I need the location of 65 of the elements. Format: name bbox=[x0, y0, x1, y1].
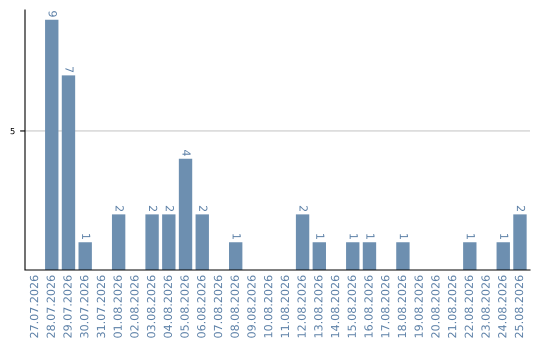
bar bbox=[145, 214, 159, 270]
x-tick-label: 07.08.2026 bbox=[214, 276, 222, 338]
bar bbox=[296, 214, 310, 270]
x-tick-label: 12.08.2026 bbox=[297, 276, 306, 338]
x-tick-label: 16.08.2026 bbox=[364, 276, 373, 338]
data-label: 2 bbox=[149, 206, 158, 212]
x-tick-label: 02.08.2026 bbox=[130, 276, 139, 338]
data-label: 1 bbox=[366, 234, 375, 239]
x-tick-label: 03.08.2026 bbox=[146, 276, 156, 338]
bar bbox=[362, 242, 376, 270]
bar bbox=[178, 158, 192, 270]
x-tick-label: 27.07.2026 bbox=[30, 276, 38, 338]
data-label: 1 bbox=[82, 234, 90, 239]
bar bbox=[196, 214, 209, 270]
bar bbox=[112, 214, 126, 270]
bar bbox=[162, 214, 176, 270]
x-tick-label: 09.08.2026 bbox=[247, 276, 256, 338]
bar bbox=[346, 242, 360, 270]
x-tick-label: 17.08.2026 bbox=[381, 276, 390, 338]
bar bbox=[45, 20, 58, 270]
x-tick-label: 28.07.2026 bbox=[46, 276, 55, 338]
x-tick-label: 10.08.2026 bbox=[264, 276, 272, 338]
data-label: 1 bbox=[500, 234, 508, 239]
x-tick-label: 21.08.2026 bbox=[448, 276, 456, 338]
x-tick-label: 29.07.2026 bbox=[63, 276, 72, 338]
bar bbox=[463, 242, 476, 270]
bar bbox=[396, 242, 410, 270]
x-tick-label: 23.08.2026 bbox=[481, 276, 490, 338]
data-label: 1 bbox=[400, 234, 408, 239]
y-tick-label: 5 bbox=[10, 128, 15, 134]
x-tick-label: 05.08.2026 bbox=[180, 276, 189, 338]
x-tick-label: 13.08.2026 bbox=[314, 276, 323, 338]
x-tick-label: 19.08.2026 bbox=[414, 276, 423, 338]
x-tick-label: 01.08.2026 bbox=[113, 276, 122, 338]
x-tick-label: 22.08.2026 bbox=[464, 276, 474, 338]
x-tick-label: 31.07.2026 bbox=[96, 276, 106, 338]
data-label: 7 bbox=[65, 66, 74, 72]
x-tick-label: 24.08.2026 bbox=[498, 276, 506, 338]
x-tick-label: 20.08.2026 bbox=[431, 276, 440, 338]
data-label: 2 bbox=[116, 206, 124, 212]
data-label: 9 bbox=[48, 11, 57, 17]
data-label: 2 bbox=[166, 206, 174, 212]
data-label: 1 bbox=[350, 234, 358, 239]
bar bbox=[229, 242, 242, 270]
data-label: 2 bbox=[199, 206, 208, 212]
data-label: 2 bbox=[300, 206, 308, 212]
x-tick-label: 11.08.2026 bbox=[280, 276, 290, 338]
bar bbox=[496, 242, 510, 270]
data-label: 1 bbox=[466, 234, 475, 239]
bar bbox=[78, 242, 92, 270]
x-tick-label: 04.08.2026 bbox=[164, 276, 172, 338]
data-label: 1 bbox=[316, 234, 324, 239]
data-label: 2 bbox=[516, 206, 526, 212]
bar bbox=[312, 242, 326, 270]
x-tick-label: 15.08.2026 bbox=[348, 276, 356, 338]
data-label: 1 bbox=[232, 234, 241, 239]
x-tick-label: 14.08.2026 bbox=[330, 276, 340, 338]
x-tick-label: 30.07.2026 bbox=[80, 276, 88, 338]
x-tick-label: 08.08.2026 bbox=[230, 276, 239, 338]
bar bbox=[62, 75, 76, 270]
bar bbox=[513, 214, 527, 270]
x-tick-label: 06.08.2026 bbox=[197, 276, 206, 338]
x-tick-label: 18.08.2026 bbox=[398, 276, 406, 338]
data-label: 4 bbox=[182, 150, 191, 156]
x-tick-label: 25.08.2026 bbox=[514, 276, 524, 338]
